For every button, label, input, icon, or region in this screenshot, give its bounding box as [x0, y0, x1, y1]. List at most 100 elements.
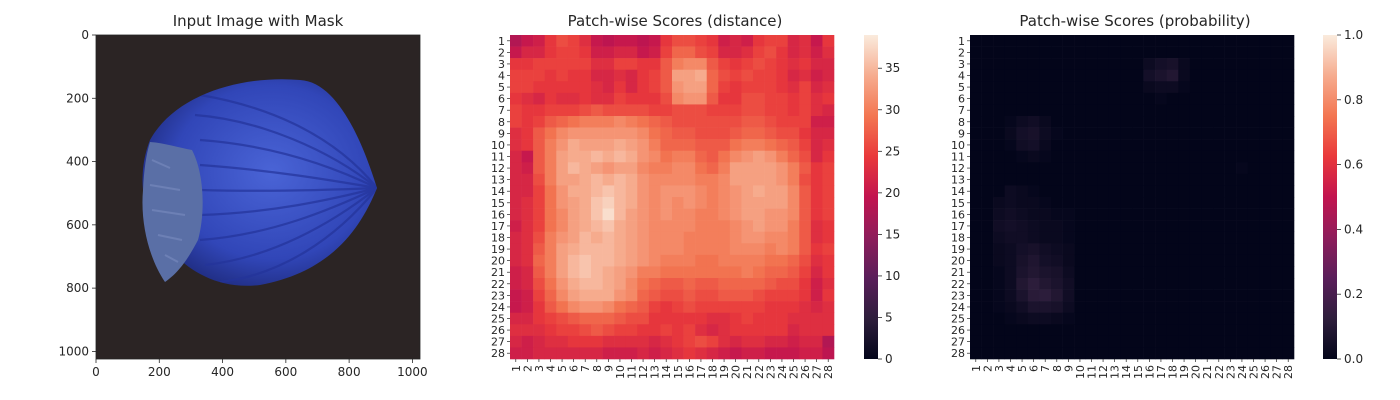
y-tick-label: 9 — [958, 127, 965, 140]
heatmap-cell — [1074, 197, 1087, 209]
heatmap-cell — [799, 58, 812, 71]
y-tick-label: 20 — [491, 255, 505, 268]
heatmap-cell — [729, 150, 742, 163]
heatmap-cell — [741, 116, 754, 128]
heatmap-cell — [1132, 324, 1144, 337]
y-tick-label: 15 — [951, 197, 965, 210]
heatmap-cell — [648, 185, 661, 198]
heatmap-cell — [614, 289, 627, 302]
heatmap-cell — [625, 173, 638, 186]
heatmap-cell — [510, 173, 522, 186]
heatmap-cell — [1201, 312, 1214, 325]
heatmap-cell — [567, 312, 580, 325]
heatmap-cell — [1178, 46, 1191, 59]
heatmap-cell — [1074, 324, 1087, 337]
heatmap-cell — [1143, 58, 1156, 71]
heatmap-cell — [591, 254, 603, 267]
heatmap-cell — [1085, 243, 1098, 256]
heatmap-cell — [1213, 35, 1225, 47]
heatmap-cell — [556, 266, 569, 279]
heatmap-cell — [579, 289, 592, 302]
heatmap-cell — [660, 46, 673, 59]
heatmap-cell — [1259, 92, 1272, 105]
heatmap-cell — [1189, 289, 1202, 302]
heatmap-cell — [602, 58, 615, 71]
colorbar-tick-label: 0.0 — [1344, 352, 1363, 366]
heatmap-cell — [741, 92, 754, 105]
heatmap-cell — [1074, 92, 1087, 105]
heatmap-cell — [1189, 278, 1202, 290]
heatmap-cell — [544, 301, 557, 314]
heatmap-cell — [1155, 220, 1168, 233]
heatmap-cell — [764, 254, 777, 267]
heatmap-cell — [1155, 231, 1168, 244]
heatmap-cell — [741, 173, 754, 186]
y-tick-label: 12 — [951, 162, 965, 175]
heatmap-cell — [718, 58, 731, 71]
heatmap-cell — [1247, 104, 1260, 117]
heatmap-cell — [1039, 35, 1052, 47]
heatmap-cell — [556, 173, 569, 186]
heatmap-cell — [787, 81, 800, 94]
heatmap-cell — [544, 173, 557, 186]
heatmap-cell — [706, 312, 719, 325]
heatmap-cell — [648, 254, 661, 267]
heatmap-cell — [1224, 312, 1237, 325]
heatmap-cell — [1097, 312, 1110, 325]
heatmap-cell — [567, 197, 580, 209]
heatmap-cell — [753, 335, 765, 348]
heatmap-cell — [776, 278, 789, 290]
heatmap-cell — [1166, 254, 1179, 267]
heatmap-cell — [567, 46, 580, 59]
heatmap-cell — [1074, 81, 1087, 94]
heatmap-cell — [672, 335, 684, 348]
heatmap-cell — [1247, 46, 1260, 59]
heatmap-cell — [970, 301, 982, 314]
heatmap-cell — [521, 266, 534, 279]
heatmap-cell — [556, 278, 569, 290]
heatmap-cell — [672, 243, 684, 256]
heatmap-cell — [1108, 92, 1121, 105]
heatmap-cell — [729, 347, 742, 360]
heatmap-cell — [764, 69, 777, 82]
x-tick-label: 400 — [211, 365, 234, 379]
heatmap-cell — [981, 312, 994, 325]
heatmap-cell — [718, 324, 731, 337]
heatmap-cell — [981, 92, 994, 105]
heatmap-cell — [533, 197, 546, 209]
heatmap-cell — [1074, 254, 1087, 267]
heatmap-cell — [1016, 139, 1029, 152]
heatmap-cell — [579, 266, 592, 279]
heatmap-cell — [602, 266, 615, 279]
heatmap-cell — [729, 46, 742, 59]
heatmap-cell — [579, 312, 592, 325]
heatmap-cell — [1132, 347, 1144, 360]
heatmap-cell — [683, 35, 696, 47]
heatmap-cell — [1247, 150, 1260, 163]
heatmap-cell — [810, 173, 823, 186]
heatmap-cell — [970, 347, 982, 360]
y-tick-label: 17 — [491, 220, 505, 233]
heatmap-cell — [1051, 197, 1063, 209]
heatmap-cell — [1097, 289, 1110, 302]
heatmap-cell — [1178, 266, 1191, 279]
heatmap-cell — [1051, 324, 1063, 337]
heatmap-cell — [718, 81, 731, 94]
heatmap-cell — [1143, 92, 1156, 105]
heatmap-cell — [1016, 289, 1029, 302]
heatmap-cell — [810, 289, 823, 302]
heatmap-cell — [625, 35, 638, 47]
heatmap-cell — [683, 254, 696, 267]
heatmap-cell — [1120, 335, 1133, 348]
heatmap-cell — [1201, 69, 1214, 82]
heatmap-cell — [1213, 335, 1225, 348]
heatmap-cell — [787, 254, 800, 267]
y-tick-label: 23 — [951, 289, 965, 302]
heatmap-cell — [591, 347, 603, 360]
hazelnut-tip-texture — [149, 159, 186, 263]
heatmap-cell — [1189, 185, 1202, 198]
heatmap-cell — [1132, 46, 1144, 59]
heatmap-cell — [660, 58, 673, 71]
heatmap-cell — [521, 278, 534, 290]
heatmap-cell — [1039, 197, 1052, 209]
